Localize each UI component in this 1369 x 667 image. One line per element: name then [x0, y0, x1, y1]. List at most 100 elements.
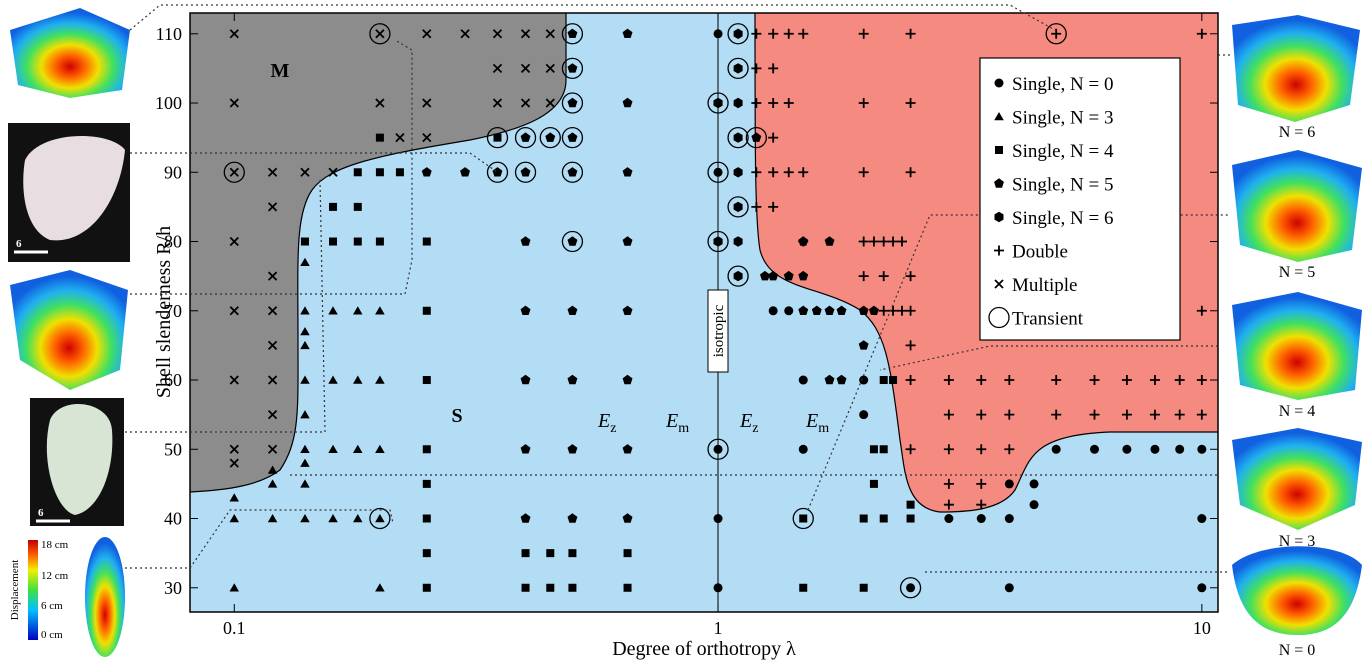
marker — [520, 444, 531, 454]
marker — [561, 92, 584, 114]
marker — [300, 340, 310, 350]
marker — [1196, 375, 1207, 386]
x-tick-label: 10 — [1193, 618, 1211, 638]
marker — [879, 445, 888, 454]
marker — [1150, 444, 1160, 454]
legend-label: Single, N = 0 — [1012, 74, 1114, 95]
marker — [994, 112, 1004, 121]
marker — [733, 132, 743, 143]
marker — [879, 376, 888, 385]
x-tick-label: 0.1 — [223, 618, 246, 638]
marker — [422, 98, 432, 108]
marker — [568, 583, 577, 592]
marker — [745, 126, 768, 149]
marker — [492, 98, 503, 108]
marker — [353, 168, 362, 177]
marker — [879, 514, 888, 523]
marker — [375, 29, 385, 39]
y-tick-label: 60 — [164, 370, 182, 390]
plot — [223, 23, 1207, 599]
marker — [520, 513, 531, 523]
marker — [623, 583, 632, 592]
marker — [798, 28, 809, 39]
marker — [1121, 375, 1132, 386]
y-tick-label: 110 — [156, 24, 182, 44]
marker — [896, 305, 907, 316]
marker — [229, 167, 239, 177]
legend-label: Single, N = 3 — [1012, 108, 1114, 129]
marker — [727, 57, 749, 80]
marker — [798, 444, 808, 454]
marker — [733, 201, 743, 213]
orthotropy-label: Ez — [597, 410, 616, 436]
marker — [520, 63, 531, 74]
marker — [1045, 23, 1067, 45]
marker — [1004, 514, 1014, 524]
marker — [798, 375, 808, 385]
marker — [751, 201, 762, 212]
marker — [1121, 409, 1132, 420]
marker — [422, 445, 431, 454]
marker — [267, 306, 278, 316]
marker — [622, 374, 633, 385]
marker — [375, 98, 385, 108]
marker — [783, 28, 794, 39]
photo-shell — [23, 136, 126, 241]
marker — [713, 444, 723, 454]
y-tick-label: 30 — [164, 578, 182, 598]
legend-label: Single, N = 4 — [1012, 141, 1114, 162]
marker — [995, 146, 1003, 154]
marker — [751, 132, 762, 142]
marker — [733, 63, 743, 74]
marker — [811, 305, 822, 315]
marker — [1004, 375, 1015, 386]
marker — [395, 168, 404, 177]
marker — [486, 161, 509, 183]
side-caption: N = 6 — [1279, 124, 1316, 141]
marker — [422, 479, 431, 488]
shell-image — [1232, 546, 1362, 635]
marker — [858, 271, 869, 282]
marker — [727, 126, 749, 149]
marker — [976, 409, 987, 420]
region-label: S — [451, 405, 462, 427]
marker — [375, 375, 385, 384]
x-axis-label: Degree of orthotropy λ — [612, 638, 796, 660]
marker — [798, 167, 809, 178]
marker — [859, 375, 869, 385]
marker — [422, 376, 431, 385]
marker — [994, 279, 1004, 289]
marker — [1174, 409, 1185, 420]
marker — [1090, 444, 1100, 454]
marker — [375, 237, 384, 246]
marker — [707, 438, 729, 460]
marker — [267, 410, 278, 420]
marker — [520, 305, 531, 315]
marker — [713, 236, 723, 247]
marker — [229, 98, 239, 108]
marker — [561, 230, 584, 253]
marker — [858, 28, 869, 39]
marker — [1051, 409, 1062, 420]
marker — [727, 265, 749, 287]
marker — [229, 493, 239, 502]
marker — [943, 375, 954, 386]
marker — [1089, 409, 1100, 420]
marker — [768, 201, 779, 212]
marker — [799, 514, 808, 523]
marker — [707, 161, 729, 183]
side-caption: N = 4 — [1279, 403, 1316, 420]
marker — [229, 444, 239, 454]
marker — [375, 133, 384, 142]
marker — [329, 202, 338, 211]
marker — [943, 499, 954, 510]
marker — [561, 57, 584, 80]
marker — [229, 29, 239, 39]
y-axis-label: Shell slenderness R/h — [153, 226, 175, 398]
marker — [1174, 375, 1185, 386]
marker — [300, 479, 310, 488]
legend — [979, 57, 1181, 341]
y-tick-label: 90 — [164, 162, 182, 182]
marker — [422, 306, 431, 315]
marker — [622, 444, 633, 454]
